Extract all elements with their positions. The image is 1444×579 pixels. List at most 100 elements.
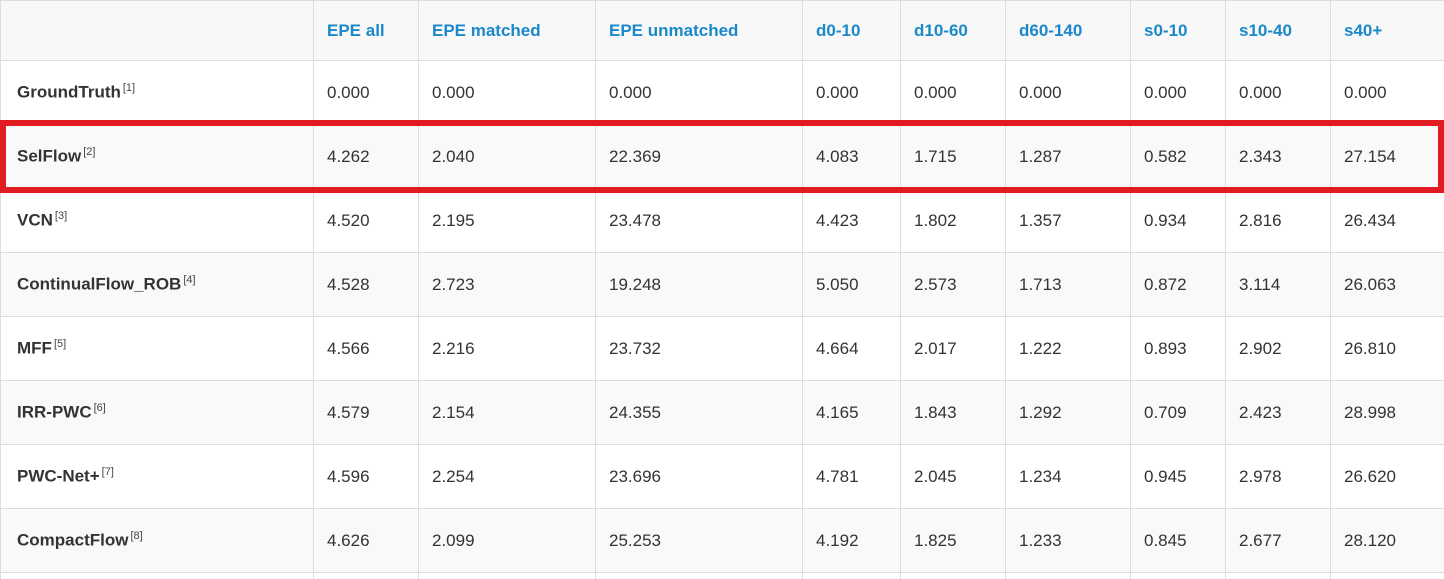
empty-cell <box>1330 572 1444 579</box>
method-name-cell: SelFlow [2] <box>0 124 314 189</box>
method-name: CompactFlow <box>17 530 129 550</box>
method-name: MFF <box>17 338 52 358</box>
metric-value: 4.192 <box>802 508 901 573</box>
metric-value: 2.254 <box>418 444 596 509</box>
metric-value: 0.000 <box>1130 60 1226 125</box>
metric-value: 1.292 <box>1005 380 1131 445</box>
metric-value: 4.579 <box>313 380 419 445</box>
metric-value: 0.845 <box>1130 508 1226 573</box>
method-reference: [8] <box>130 530 143 543</box>
metric-value: 28.998 <box>1330 380 1444 445</box>
table-row-continualflow-rob: ContinualFlow_ROB [4] 4.528 2.723 19.248 5.05… <box>0 252 1444 317</box>
method-reference: [5] <box>53 338 67 351</box>
method-name: GroundTruth <box>17 82 121 102</box>
corner-cell <box>0 0 314 61</box>
metric-value: 24.355 <box>595 380 803 445</box>
method-reference: [7] <box>101 466 114 479</box>
metric-value: 4.781 <box>802 444 901 509</box>
metric-value: 2.423 <box>1225 380 1331 445</box>
empty-cell <box>1225 572 1331 579</box>
metric-value: 4.083 <box>802 124 901 189</box>
metric-value: 1.234 <box>1005 444 1131 509</box>
metric-value: 4.423 <box>802 188 901 253</box>
metric-value: 19.248 <box>595 252 803 317</box>
metric-value: 1.357 <box>1005 188 1131 253</box>
metric-value: 1.222 <box>1005 316 1131 381</box>
table-row-irr-pwc: IRR-PWC [6] 4.579 2.154 24.355 4.165 1.843 1.29… <box>0 380 1444 445</box>
column-header-s10-40[interactable]: s10-40 <box>1225 0 1331 61</box>
metric-value: 2.723 <box>418 252 596 317</box>
metric-value: 26.434 <box>1330 188 1444 253</box>
metric-value: 0.000 <box>595 60 803 125</box>
metric-value: 2.040 <box>418 124 596 189</box>
table-body: GroundTruth [1] 0.000 0.000 0.000 0.000 0.000 0… <box>0 60 1444 579</box>
metric-value: 1.233 <box>1005 508 1131 573</box>
method-name: PWC-Net+ <box>17 466 100 486</box>
method-name-cell: CompactFlow [8] <box>0 508 314 573</box>
column-header-s40-[interactable]: s40+ <box>1330 0 1444 61</box>
metric-value: 2.343 <box>1225 124 1331 189</box>
table-row-vcn: VCN [3] 4.520 2.195 23.478 4.423 1.802 1.357 0.9… <box>0 188 1444 253</box>
metric-value: 0.945 <box>1130 444 1226 509</box>
metric-value: 23.696 <box>595 444 803 509</box>
metric-value: 2.216 <box>418 316 596 381</box>
empty-cell <box>1130 572 1226 579</box>
metric-value: 0.000 <box>802 60 901 125</box>
method-name: ContinualFlow_ROB <box>17 274 182 294</box>
table-row-compactflow: CompactFlow [8] 4.626 2.099 25.253 4.192 1.825… <box>0 508 1444 573</box>
metric-value: 26.620 <box>1330 444 1444 509</box>
method-name: IRR-PWC <box>17 402 92 422</box>
method-name: SelFlow <box>17 146 82 166</box>
metric-value: 0.872 <box>1130 252 1226 317</box>
method-reference: [3] <box>54 210 68 223</box>
metric-value: 2.045 <box>900 444 1006 509</box>
header-row: EPE all EPE matched EPE unmatched d0-10 d10-… <box>0 0 1444 61</box>
method-name-cell: PWC-Net+ [7] <box>0 444 314 509</box>
method-name-cell: VCN [3] <box>0 188 314 253</box>
metric-value: 1.802 <box>900 188 1006 253</box>
metric-value: 4.626 <box>313 508 419 573</box>
metric-value: 2.816 <box>1225 188 1331 253</box>
metric-value: 0.000 <box>313 60 419 125</box>
column-header-d60-140[interactable]: d60-140 <box>1005 0 1131 61</box>
metric-value: 1.825 <box>900 508 1006 573</box>
method-name-cell: GroundTruth [1] <box>0 60 314 125</box>
metric-value: 0.893 <box>1130 316 1226 381</box>
method-reference: [1] <box>122 82 136 95</box>
method-name-cell: IRR-PWC [6] <box>0 380 314 445</box>
column-header-s0-10[interactable]: s0-10 <box>1130 0 1226 61</box>
metric-value: 0.000 <box>1005 60 1131 125</box>
column-header-d10-60[interactable]: d10-60 <box>900 0 1006 61</box>
metric-value: 28.120 <box>1330 508 1444 573</box>
metric-value: 2.154 <box>418 380 596 445</box>
metric-value: 2.195 <box>418 188 596 253</box>
table-row-selflow: SelFlow [2] 4.262 2.040 22.369 4.083 1.715 1.28… <box>0 124 1444 189</box>
metric-value: 1.287 <box>1005 124 1131 189</box>
metric-value: 25.253 <box>595 508 803 573</box>
metric-value: 4.566 <box>313 316 419 381</box>
empty-cell <box>418 572 596 579</box>
metric-value: 0.000 <box>1225 60 1331 125</box>
column-header-d0-10[interactable]: d0-10 <box>802 0 901 61</box>
metric-value: 26.063 <box>1330 252 1444 317</box>
metric-value: 0.000 <box>900 60 1006 125</box>
column-header-epe-all[interactable]: EPE all <box>313 0 419 61</box>
metric-value: 4.262 <box>313 124 419 189</box>
metric-value: 22.369 <box>595 124 803 189</box>
metric-value: 2.902 <box>1225 316 1331 381</box>
metric-value: 4.520 <box>313 188 419 253</box>
metric-value: 3.114 <box>1225 252 1331 317</box>
metric-value: 27.154 <box>1330 124 1444 189</box>
metric-value: 0.582 <box>1130 124 1226 189</box>
metric-value: 5.050 <box>802 252 901 317</box>
empty-cell <box>802 572 901 579</box>
empty-cell <box>1005 572 1131 579</box>
method-name-cell: MFF [5] <box>0 316 314 381</box>
column-header-epe-matched[interactable]: EPE matched <box>418 0 596 61</box>
metric-value: 4.165 <box>802 380 901 445</box>
metric-value: 26.810 <box>1330 316 1444 381</box>
column-header-epe-unmatched[interactable]: EPE unmatched <box>595 0 803 61</box>
metric-value: 1.715 <box>900 124 1006 189</box>
